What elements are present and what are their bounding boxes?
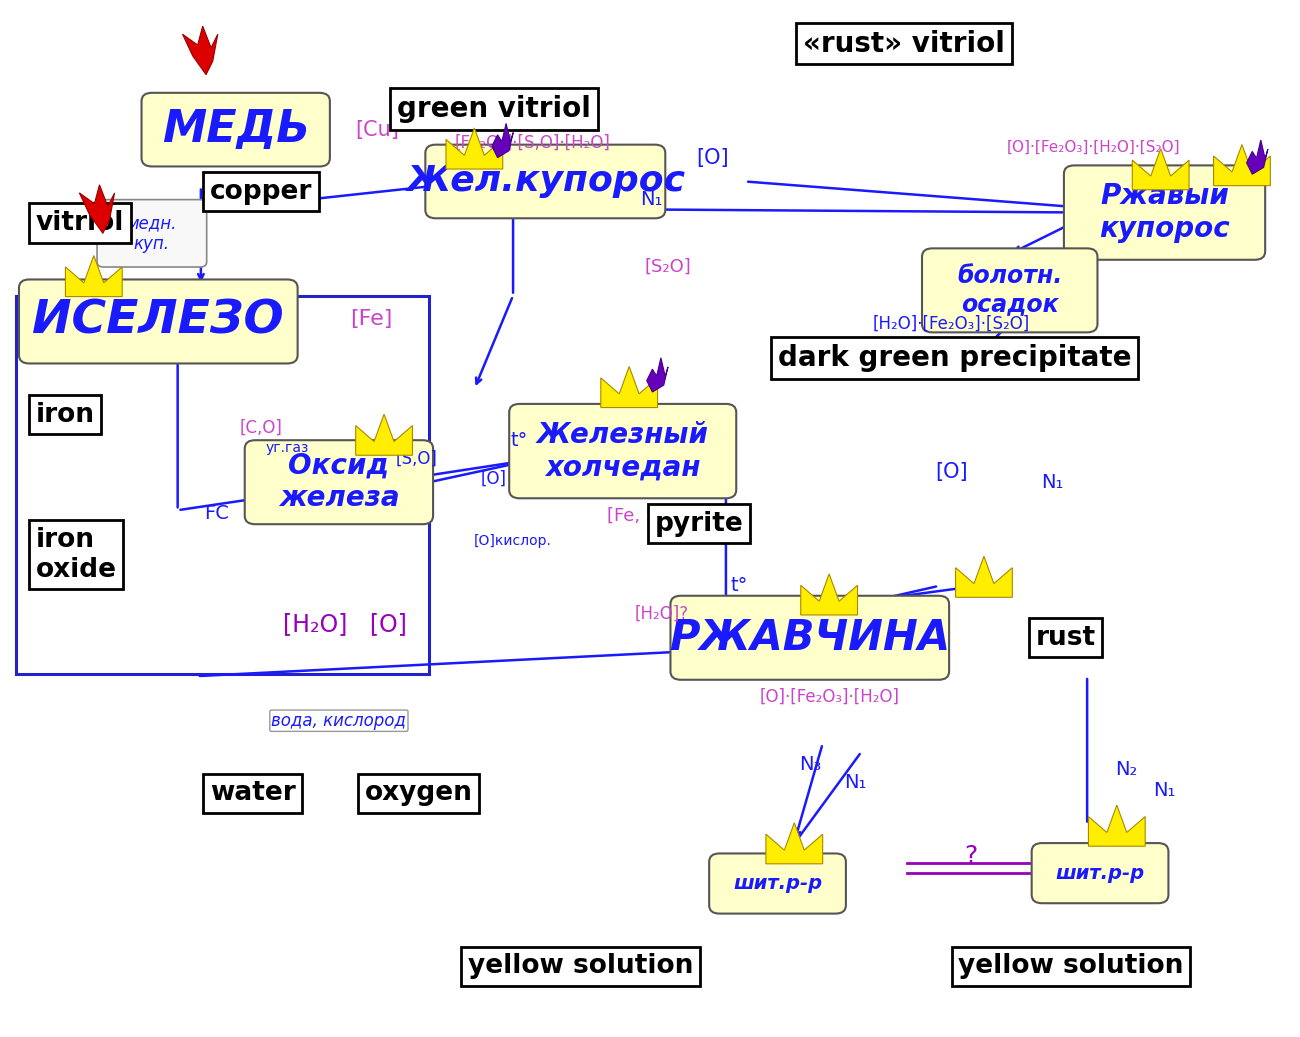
Polygon shape: [1247, 140, 1268, 174]
Text: dark green precipitate: dark green precipitate: [777, 343, 1131, 372]
FancyBboxPatch shape: [922, 249, 1097, 333]
FancyBboxPatch shape: [142, 93, 330, 167]
FancyBboxPatch shape: [244, 441, 433, 525]
Text: yellow solution: yellow solution: [468, 953, 693, 980]
Text: rust: rust: [1036, 624, 1096, 651]
Polygon shape: [182, 26, 218, 75]
Text: Железный
холчедан: Железный холчедан: [537, 421, 708, 481]
Polygon shape: [956, 556, 1013, 597]
Text: [H₂O]   [O]: [H₂O] [O]: [283, 612, 407, 637]
Text: [O]: [O]: [936, 461, 968, 482]
FancyBboxPatch shape: [425, 145, 666, 219]
Text: [H₂O]·[Fe₂O₃]·[S₂O]: [H₂O]·[Fe₂O₃]·[S₂O]: [874, 314, 1031, 333]
FancyBboxPatch shape: [510, 404, 736, 499]
Text: [Cu]: [Cu]: [356, 119, 399, 140]
Text: [Fe, S]: [Fe, S]: [607, 506, 664, 525]
Text: уг.газ: уг.газ: [265, 441, 309, 455]
Polygon shape: [1214, 144, 1270, 186]
Text: iron: iron: [36, 401, 95, 428]
Text: шит.р-р: шит.р-р: [1056, 864, 1144, 882]
Text: copper: copper: [209, 178, 312, 205]
FancyBboxPatch shape: [671, 595, 949, 680]
Text: РЖАВЧИНА: РЖАВЧИНА: [670, 617, 950, 658]
Polygon shape: [1132, 148, 1190, 190]
Text: Оксид
железа: Оксид железа: [278, 452, 399, 512]
FancyBboxPatch shape: [710, 853, 846, 914]
Text: yellow solution: yellow solution: [958, 953, 1183, 980]
FancyBboxPatch shape: [1032, 843, 1169, 903]
Text: [O]: [O]: [481, 470, 507, 488]
Polygon shape: [801, 573, 858, 615]
Text: [O]: [O]: [697, 147, 729, 168]
Polygon shape: [601, 366, 658, 408]
Text: pyrite: pyrite: [655, 510, 744, 537]
Polygon shape: [356, 414, 412, 455]
Text: медн.
куп.: медн. куп.: [126, 214, 177, 253]
Text: МЕДЬ: МЕДЬ: [161, 108, 309, 151]
Text: [Fe]: [Fe]: [350, 309, 393, 330]
Polygon shape: [766, 822, 823, 864]
Polygon shape: [446, 128, 503, 169]
Text: Жел.купорос: Жел.купорос: [406, 165, 685, 198]
Text: [H₂O]?: [H₂O]?: [634, 605, 689, 623]
Text: [Fe₂O₃]·[S,O]·[H₂O]: [Fe₂O₃]·[S,O]·[H₂O]: [455, 134, 611, 152]
Text: [O]кислор.: [O]кислор.: [474, 534, 552, 549]
Text: N₁: N₁: [1041, 473, 1063, 492]
Text: N₁: N₁: [844, 774, 866, 792]
Text: vitriol: vitriol: [36, 209, 124, 236]
FancyBboxPatch shape: [1063, 166, 1265, 260]
Text: ?: ?: [965, 843, 978, 868]
Text: болотн.
осадок: болотн. осадок: [957, 264, 1062, 316]
Text: [S,O]: [S,O]: [395, 449, 437, 468]
FancyBboxPatch shape: [98, 199, 207, 268]
Text: N₃: N₃: [798, 755, 820, 774]
Text: N₁: N₁: [1153, 781, 1175, 800]
Text: N₂: N₂: [1114, 760, 1138, 779]
Text: [C,O]: [C,O]: [240, 418, 283, 437]
Polygon shape: [79, 185, 114, 233]
Text: «rust» vitriol: «rust» vitriol: [803, 29, 1005, 58]
Text: [O]·[Fe₂O₃]·[H₂O]: [O]·[Fe₂O₃]·[H₂O]: [759, 688, 900, 706]
Text: t°: t°: [731, 577, 747, 595]
Text: FC: FC: [204, 504, 229, 523]
Polygon shape: [646, 358, 668, 392]
Text: N₁: N₁: [640, 190, 662, 208]
FancyBboxPatch shape: [20, 280, 298, 364]
Polygon shape: [65, 255, 122, 297]
Text: oxygen: oxygen: [365, 780, 473, 807]
Text: green vitriol: green vitriol: [396, 94, 590, 123]
Polygon shape: [491, 123, 514, 158]
Text: water: water: [209, 780, 295, 807]
Text: [S₂O]: [S₂O]: [645, 257, 692, 276]
Text: шит.р-р: шит.р-р: [733, 874, 822, 893]
Text: вода, кислород: вода, кислород: [272, 711, 407, 730]
Text: iron
oxide: iron oxide: [36, 527, 117, 583]
Text: Ржавый
купорос: Ржавый купорос: [1100, 183, 1230, 243]
Text: t°: t°: [511, 431, 528, 450]
Polygon shape: [1088, 805, 1145, 846]
Text: ИСЕЛЕЗО: ИСЕЛЕЗО: [32, 299, 285, 344]
Text: [O]·[Fe₂O₃]·[H₂O]·[S₂O]: [O]·[Fe₂O₃]·[H₂O]·[S₂O]: [1006, 140, 1180, 155]
